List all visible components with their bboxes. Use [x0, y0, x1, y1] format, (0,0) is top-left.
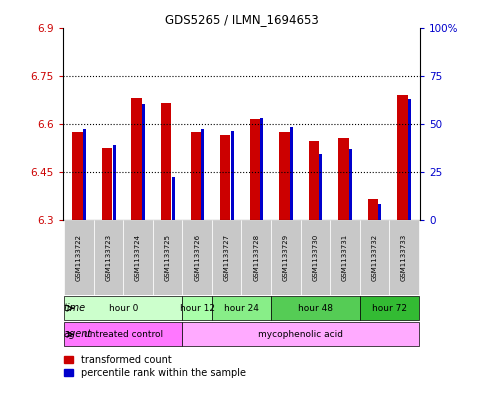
Text: GSM1133726: GSM1133726: [194, 234, 200, 281]
Text: hour 0: hour 0: [109, 304, 138, 313]
Bar: [102, 148, 112, 220]
Bar: [408, 99, 411, 220]
Text: GSM1133722: GSM1133722: [76, 234, 82, 281]
Bar: [260, 118, 263, 220]
Bar: [131, 98, 142, 220]
Bar: [64, 322, 183, 346]
Text: untreated control: untreated control: [84, 330, 163, 339]
Text: agent: agent: [63, 329, 92, 339]
Text: GSM1133728: GSM1133728: [253, 234, 259, 281]
Bar: [191, 132, 201, 220]
Text: GSM1133731: GSM1133731: [342, 234, 348, 281]
Bar: [360, 220, 389, 295]
Text: hour 72: hour 72: [372, 304, 407, 313]
Text: mycophenolic acid: mycophenolic acid: [258, 330, 343, 339]
Bar: [242, 220, 271, 295]
Bar: [153, 220, 183, 295]
Bar: [231, 131, 234, 220]
Title: GDS5265 / ILMN_1694653: GDS5265 / ILMN_1694653: [165, 13, 318, 26]
Bar: [349, 149, 352, 220]
Bar: [368, 199, 378, 220]
Bar: [123, 220, 153, 295]
Bar: [338, 138, 349, 220]
Bar: [83, 129, 86, 220]
Bar: [212, 296, 271, 320]
Text: GSM1133729: GSM1133729: [283, 234, 289, 281]
Text: hour 12: hour 12: [180, 304, 214, 313]
Text: GSM1133723: GSM1133723: [106, 234, 112, 281]
Text: GSM1133732: GSM1133732: [371, 234, 377, 281]
Bar: [300, 220, 330, 295]
Bar: [201, 129, 204, 220]
Bar: [271, 296, 360, 320]
Bar: [290, 127, 293, 220]
Bar: [360, 296, 419, 320]
Bar: [183, 322, 419, 346]
Bar: [142, 105, 145, 220]
Text: hour 24: hour 24: [224, 304, 259, 313]
Text: GSM1133733: GSM1133733: [401, 234, 407, 281]
Text: GSM1133727: GSM1133727: [224, 234, 230, 281]
Text: time: time: [63, 303, 85, 313]
Text: GSM1133724: GSM1133724: [135, 234, 141, 281]
Bar: [220, 135, 230, 220]
Text: GSM1133730: GSM1133730: [313, 234, 318, 281]
Bar: [389, 220, 419, 295]
Bar: [271, 220, 300, 295]
Bar: [161, 103, 171, 220]
Bar: [64, 296, 183, 320]
Bar: [279, 132, 289, 220]
Bar: [250, 119, 260, 220]
Bar: [319, 154, 322, 220]
Bar: [183, 220, 212, 295]
Bar: [64, 220, 94, 295]
Bar: [72, 132, 83, 220]
Bar: [183, 296, 212, 320]
Legend: transformed count, percentile rank within the sample: transformed count, percentile rank withi…: [64, 355, 245, 378]
Bar: [330, 220, 360, 295]
Bar: [212, 220, 242, 295]
Bar: [378, 204, 382, 220]
Text: GSM1133725: GSM1133725: [165, 234, 170, 281]
Text: hour 48: hour 48: [298, 304, 333, 313]
Bar: [94, 220, 123, 295]
Bar: [398, 95, 408, 220]
Bar: [113, 145, 115, 220]
Bar: [171, 177, 174, 220]
Bar: [309, 141, 319, 220]
